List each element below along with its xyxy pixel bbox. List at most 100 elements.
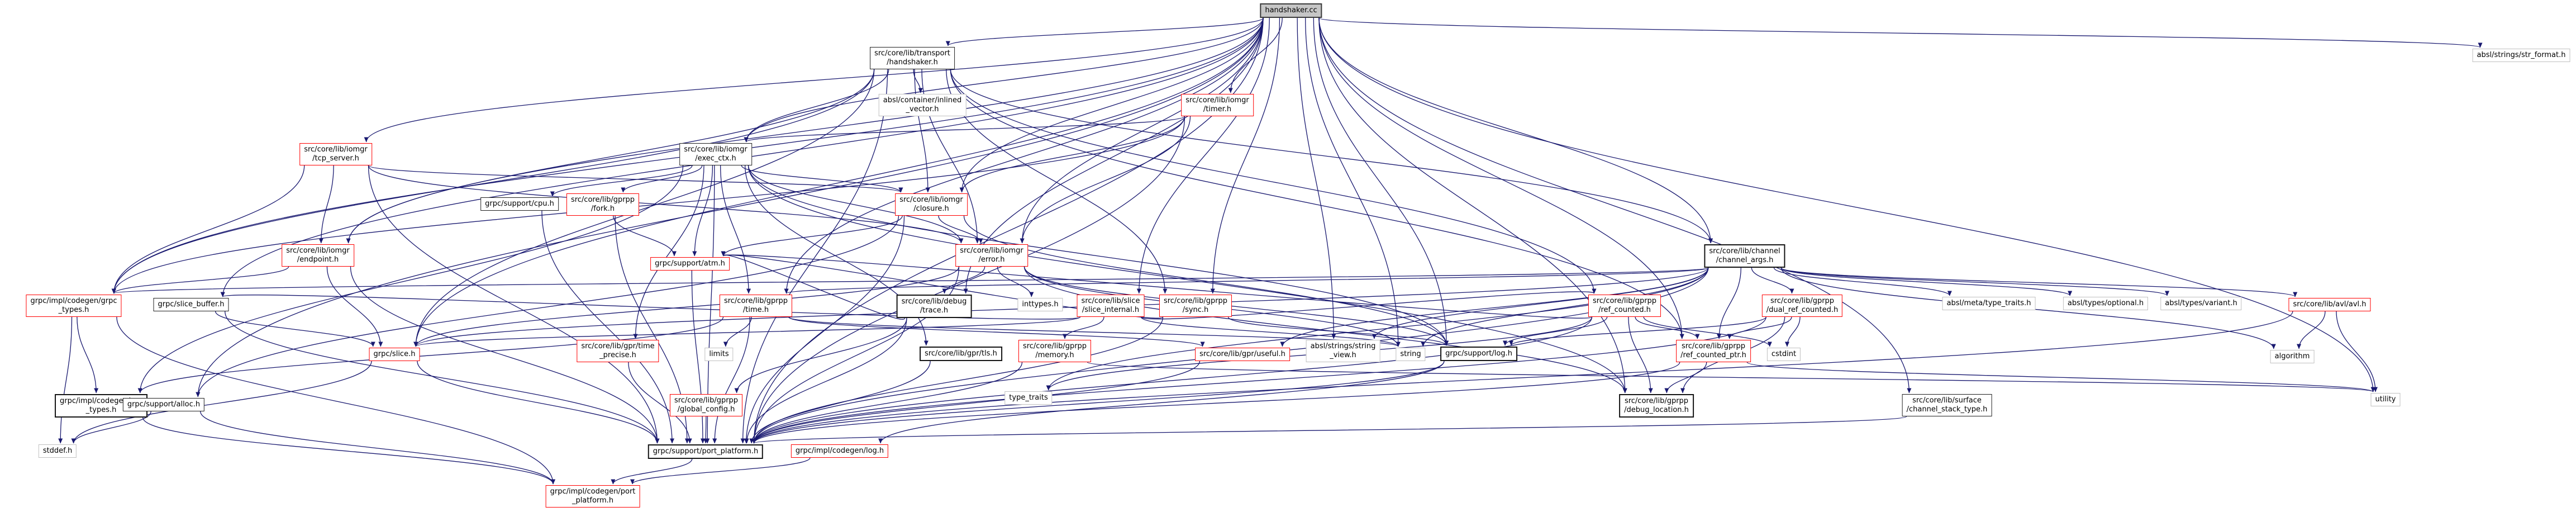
graph-node-closure[interactable]: src/core/lib/iomgr /closure.h bbox=[895, 193, 968, 216]
graph-node-alloc[interactable]: grpc/support/alloc.h bbox=[122, 398, 205, 411]
graph-node-inttypes[interactable]: inttypes.h bbox=[1017, 298, 1063, 311]
graph-node-stdtt[interactable]: type_traits bbox=[1004, 391, 1053, 405]
edge-alloc-to-cgportplat bbox=[200, 411, 555, 485]
edge-fork-to-atm bbox=[613, 215, 677, 257]
graph-node-timer[interactable]: src/core/lib/iomgr /timer.h bbox=[1181, 94, 1254, 116]
edge-time-to-gprtypes bbox=[137, 316, 724, 394]
graph-node-aopt[interactable]: absl/types/optional.h bbox=[2063, 297, 2149, 310]
edge-cc-to-debugloc bbox=[1318, 17, 1627, 394]
edge-refc-to-refcptr bbox=[1635, 316, 1700, 339]
graph-node-timeprec[interactable]: src/core/lib/gpr/time _precise.h bbox=[577, 340, 659, 362]
edge-refc-to-debugloc bbox=[1628, 316, 1653, 394]
edge-log-to-cglog bbox=[878, 361, 1445, 444]
graph-node-slice[interactable]: grpc/slice.h bbox=[369, 348, 420, 361]
graph-node-cglog[interactable]: grpc/impl/codegen/log.h bbox=[791, 444, 889, 458]
edge-gtypes-to-gprtypes bbox=[77, 316, 99, 394]
graph-node-avar[interactable]: absl/types/variant.h bbox=[2160, 297, 2242, 310]
edge-refcptr-to-portplat bbox=[751, 362, 1680, 444]
graph-node-cgportplat[interactable]: grpc/impl/codegen/port _platform.h bbox=[545, 485, 640, 508]
edge-cc-to-tcpsrv bbox=[364, 17, 1264, 143]
edge-cc-to-sync bbox=[1210, 17, 1280, 294]
edge-trace-to-atm bbox=[721, 251, 906, 320]
edge-tcpsrv-to-gtypes bbox=[111, 165, 305, 294]
graph-node-log[interactable]: grpc/support/log.h bbox=[1440, 347, 1517, 361]
edge-timer-to-closure bbox=[959, 116, 1185, 193]
edge-trace-to-portplat bbox=[744, 317, 907, 444]
edge-cc-to-cst bbox=[1318, 17, 1912, 394]
edge-hs-to-refc bbox=[950, 69, 1597, 294]
graph-node-endpoint[interactable]: src/core/lib/iomgr /endpoint.h bbox=[282, 244, 354, 267]
edge-chargs-to-stdtt bbox=[1046, 267, 1709, 391]
edge-refc-to-cstdint bbox=[1643, 316, 1772, 347]
edge-atm-to-portplat bbox=[691, 270, 705, 444]
graph-node-inlvec[interactable]: absl/container/inlined _vector.h bbox=[878, 94, 966, 116]
graph-node-portplat[interactable]: grpc/support/port_platform.h bbox=[647, 444, 764, 459]
graph-node-sync[interactable]: src/core/lib/gprpp /sync.h bbox=[1159, 295, 1232, 317]
graph-node-sliceint[interactable]: src/core/lib/slice /slice_internal.h bbox=[1077, 295, 1145, 317]
edge-avl-to-algo bbox=[2297, 311, 2326, 349]
edge-cc-to-strview bbox=[1297, 17, 1336, 339]
edge-chargs-to-aopt bbox=[1780, 267, 2072, 296]
graph-node-chargs[interactable]: src/core/lib/channel /channel_args.h bbox=[1704, 244, 1785, 268]
graph-node-strview[interactable]: absl/strings/string _view.h bbox=[1306, 340, 1380, 362]
edge-cc-to-closure bbox=[959, 17, 1264, 193]
graph-node-useful[interactable]: src/core/lib/gpr/useful.h bbox=[1195, 348, 1290, 361]
edge-tls-to-portplat bbox=[749, 361, 931, 444]
edge-execctx-to-time bbox=[720, 165, 751, 294]
graph-node-tcpsrv[interactable]: src/core/lib/iomgr /tcp_server.h bbox=[299, 143, 372, 165]
graph-node-error[interactable]: src/core/lib/iomgr /error.h bbox=[955, 244, 1028, 267]
edge-execctx-to-gprtypes bbox=[137, 165, 684, 394]
graph-node-limits[interactable]: limits bbox=[704, 348, 734, 361]
edge-alloc-to-stddef bbox=[71, 411, 151, 444]
edge-hs-to-endpoint bbox=[346, 69, 875, 244]
graph-node-strfmt[interactable]: absl/strings/str_format.h bbox=[2472, 49, 2570, 62]
edge-gprtypes-to-cgportplat bbox=[142, 417, 555, 485]
edge-cc-to-log bbox=[1313, 17, 1449, 346]
graph-node-fork[interactable]: src/core/lib/gprpp /fork.h bbox=[566, 193, 640, 216]
graph-node-amtt[interactable]: absl/meta/type_traits.h bbox=[1942, 297, 2036, 310]
graph-node-refc[interactable]: src/core/lib/gprpp /ref_counted.h bbox=[1588, 295, 1661, 317]
graph-node-hs[interactable]: src/core/lib/transport /handshaker.h bbox=[870, 47, 955, 69]
edge-sliceint-to-slice bbox=[413, 316, 1081, 347]
edge-cst-to-portplat bbox=[752, 416, 1907, 444]
edge-cc-to-error bbox=[1020, 17, 1264, 244]
graph-node-algo[interactable]: algorithm bbox=[2270, 350, 2315, 363]
edge-refc-to-atm bbox=[721, 251, 1593, 319]
edge-chargs-to-refcptr bbox=[1717, 267, 1741, 339]
graph-node-globalcfg[interactable]: src/core/lib/gprpp /global_config.h bbox=[669, 394, 743, 416]
edge-hs-to-execctx bbox=[744, 69, 889, 143]
graph-node-dualrefc[interactable]: src/core/lib/gprpp /dual_ref_counted.h bbox=[1761, 295, 1843, 317]
edge-time-to-useful bbox=[788, 316, 1205, 347]
graph-node-string[interactable]: string bbox=[1396, 348, 1426, 361]
graph-node-cst[interactable]: src/core/lib/surface /channel_stack_type… bbox=[1902, 394, 1992, 416]
graph-node-utility[interactable]: utility bbox=[2370, 393, 2401, 406]
graph-node-debugloc[interactable]: src/core/lib/gprpp /debug_location.h bbox=[1619, 394, 1694, 418]
graph-node-tls[interactable]: src/core/lib/gpr/tls.h bbox=[920, 347, 1002, 361]
edge-execctx-to-debugloc bbox=[747, 165, 1627, 394]
edge-sliceint-to-string bbox=[1140, 316, 1401, 347]
edge-sliceint-to-memory bbox=[1063, 316, 1104, 339]
graph-node-trace[interactable]: src/core/lib/debug /trace.h bbox=[896, 295, 972, 318]
graph-node-atm[interactable]: grpc/support/atm.h bbox=[650, 257, 730, 271]
graph-node-time[interactable]: src/core/lib/gprpp /time.h bbox=[719, 295, 793, 317]
edge-hs-to-chargs bbox=[950, 69, 1713, 244]
edge-refcptr-to-debugloc bbox=[1664, 362, 1707, 394]
graph-node-stddef[interactable]: stddef.h bbox=[38, 444, 77, 458]
edge-timer-to-gtypes bbox=[111, 116, 1185, 294]
edge-trace-to-globalcfg bbox=[734, 317, 907, 394]
edge-slice-to-stddef bbox=[71, 361, 372, 444]
edge-chargs-to-gtypes bbox=[112, 267, 1709, 294]
graph-node-memory[interactable]: src/core/lib/gprpp /memory.h bbox=[1018, 340, 1092, 362]
edge-gtypes-to-cgportplat bbox=[116, 316, 555, 485]
graph-node-gtypes[interactable]: grpc/impl/codegen/grpc _types.h bbox=[26, 295, 122, 317]
graph-node-execctx[interactable]: src/core/lib/iomgr /exec_ctx.h bbox=[679, 143, 752, 165]
edge-chargs-to-time bbox=[784, 267, 1709, 294]
graph-node-slicebuf[interactable]: grpc/slice_buffer.h bbox=[153, 298, 229, 311]
graph-node-cpu[interactable]: grpc/support/cpu.h bbox=[480, 197, 559, 211]
edge-error-to-inttypes bbox=[997, 266, 1034, 297]
graph-node-avl[interactable]: src/core/lib/avl/avl.h bbox=[2288, 298, 2371, 311]
graph-node-refcptr[interactable]: src/core/lib/gprpp /ref_counted_ptr.h bbox=[1676, 340, 1751, 362]
edge-useful-to-portplat bbox=[751, 361, 1201, 444]
graph-node-cstdint[interactable]: cstdint bbox=[1766, 348, 1801, 361]
